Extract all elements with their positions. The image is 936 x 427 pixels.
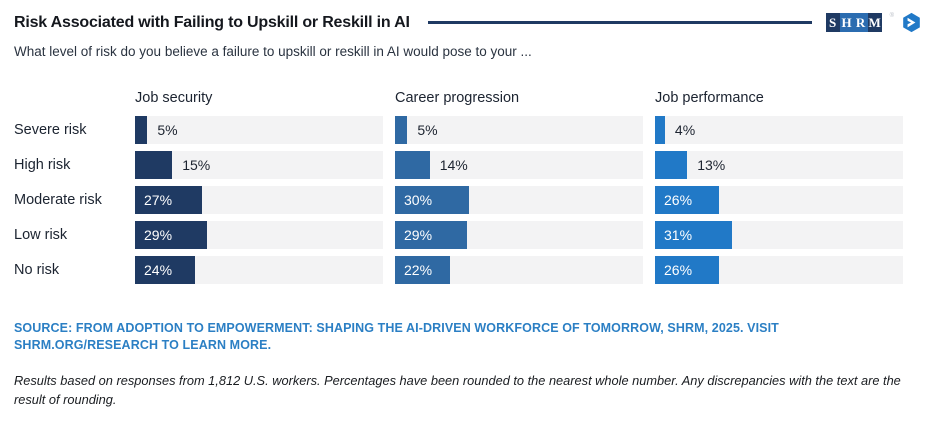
bar-value-label: 26% (664, 192, 693, 208)
logo-letter-s: S (825, 13, 840, 32)
column-header-2: Job performance (655, 90, 764, 106)
bar-segment (655, 221, 732, 249)
bar-value-label: 5% (417, 122, 438, 138)
bar-value-label: 29% (144, 227, 173, 243)
bar-segment (655, 256, 720, 284)
bar-value-label: 26% (664, 262, 693, 278)
bar-track: 31% (655, 221, 903, 249)
bar-track: 27% (135, 186, 383, 214)
bar-track: 29% (395, 221, 643, 249)
bar-value-label: 29% (404, 227, 433, 243)
row-label: Moderate risk (14, 192, 102, 208)
shrm-globe-arrow-icon (903, 12, 920, 33)
bar-segment (135, 256, 195, 284)
bar-value-label: 24% (144, 262, 173, 278)
bar-value-label: 5% (157, 122, 178, 138)
bar-segment (395, 151, 430, 179)
bar-segment (135, 186, 202, 214)
arrow-glyph (907, 17, 916, 28)
bar-track: 14% (395, 151, 643, 179)
bar-track: 26% (655, 186, 903, 214)
bar-value-label: 22% (404, 262, 433, 278)
bar-value-label: 4% (674, 122, 696, 138)
row-label: No risk (14, 262, 60, 278)
chart-header-spacer (14, 90, 123, 106)
bar-track: 13% (655, 151, 903, 179)
bar-segment (655, 151, 688, 179)
bar-track: 24% (135, 256, 383, 284)
bar-segment (395, 221, 467, 249)
bar-segment (135, 116, 148, 144)
bar-track: 5% (395, 116, 643, 144)
methodology-note: Results based on responses from 1,812 U.… (14, 373, 901, 408)
bar-track: 15% (135, 151, 383, 179)
logo-letter-m: M (867, 13, 882, 32)
chart-column-headers: Job security Career progression Job perfor… (14, 90, 922, 106)
bar-value-label: 13% (697, 157, 726, 173)
chart-question-subtitle: What level of risk do you believe a fail… (14, 44, 532, 59)
bar-track: 22% (395, 256, 643, 284)
column-header-1: Career progression (395, 90, 520, 106)
bar-track: 4% (655, 116, 903, 144)
bar-segment (655, 116, 665, 144)
bar-value-label: 15% (182, 157, 211, 173)
page-title: Risk Associated with Failing to Upskill … (14, 13, 410, 31)
bar-track: 26% (655, 256, 903, 284)
row-label: Low risk (14, 227, 68, 243)
bar-track: 29% (135, 221, 383, 249)
bar-track: 5% (135, 116, 383, 144)
column-header-0: Job security (135, 90, 213, 106)
header: Risk Associated with Failing to Upskill … (14, 12, 922, 33)
bar-value-label: 31% (664, 227, 693, 243)
risk-bar-chart: Job security Career progression Job perfor… (14, 90, 922, 284)
bar-value-label: 27% (144, 192, 173, 208)
bar-value-label: 14% (439, 157, 468, 173)
row-label: High risk (14, 157, 71, 173)
bar-value-label: 30% (404, 192, 433, 208)
chart-grid: Severe risk 5% 5% 4% High risk 15% 14% 13% Moder… (14, 116, 922, 284)
bar-segment (135, 151, 173, 179)
title-rule (427, 21, 812, 24)
logo-letter-h: H (839, 13, 854, 32)
registered-trademark-mark: ® (889, 13, 894, 19)
bar-segment (655, 186, 720, 214)
source-line: SOURCE: FROM ADOPTION TO EMPOWERMENT: SH… (14, 321, 779, 352)
bar-segment (395, 186, 470, 214)
bar-track: 30% (395, 186, 643, 214)
logo-letter-r: R (853, 13, 868, 32)
bar-segment (135, 221, 207, 249)
bar-segment (395, 116, 408, 144)
bar-segment (395, 256, 450, 284)
row-label: Severe risk (14, 122, 87, 138)
